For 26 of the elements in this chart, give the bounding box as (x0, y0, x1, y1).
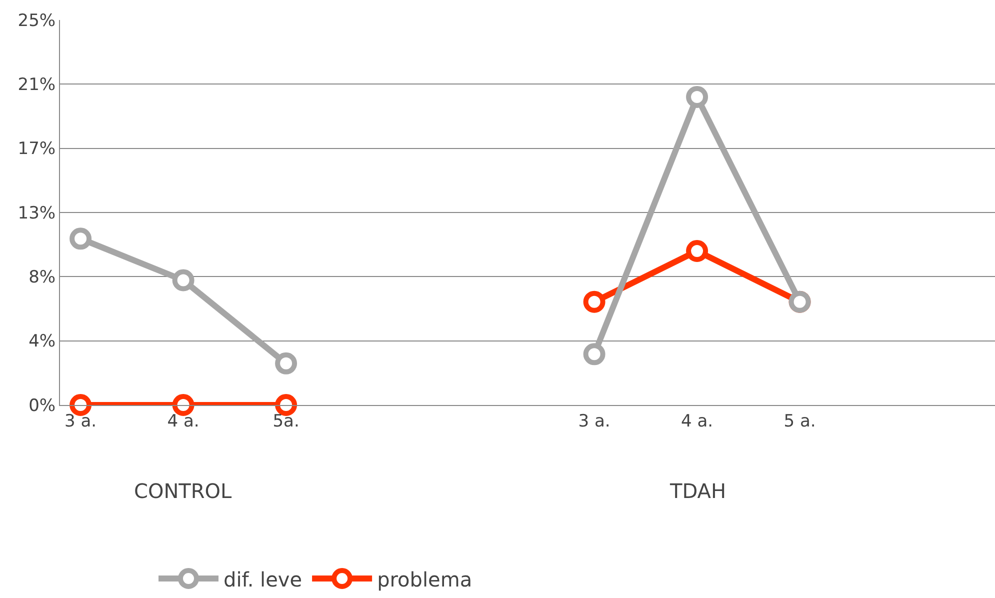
x-tick-label: 5 a. (784, 411, 816, 432)
point (275, 352, 298, 374)
legend-label: problema (377, 567, 472, 592)
point (70, 228, 92, 250)
x-tick-label: 3 a. (578, 411, 610, 432)
y-tick-label: 25% (18, 10, 56, 31)
point (583, 343, 606, 366)
x-tick-label: 5a. (272, 411, 300, 432)
y-tick-label: 4% (28, 332, 56, 352)
point (583, 290, 606, 313)
text: TDAH (669, 479, 726, 503)
y-tick-label: 17% (18, 139, 56, 160)
y-tick-label: 21% (18, 75, 56, 96)
point (172, 394, 194, 416)
point (172, 269, 194, 292)
point (275, 394, 298, 416)
x-tick-label: 4 a. (681, 411, 714, 432)
legend-label: dif. leve (224, 567, 302, 592)
y-tick-label: 8% (28, 268, 56, 288)
point (686, 240, 708, 262)
y-tick-label: 0% (28, 396, 56, 416)
x-tick-label: 4 a. (167, 411, 200, 432)
y-tick-label: 13% (18, 203, 56, 224)
point (686, 86, 708, 108)
x-tick-label: 3 a. (64, 411, 97, 432)
text: CONTROL (134, 479, 233, 503)
